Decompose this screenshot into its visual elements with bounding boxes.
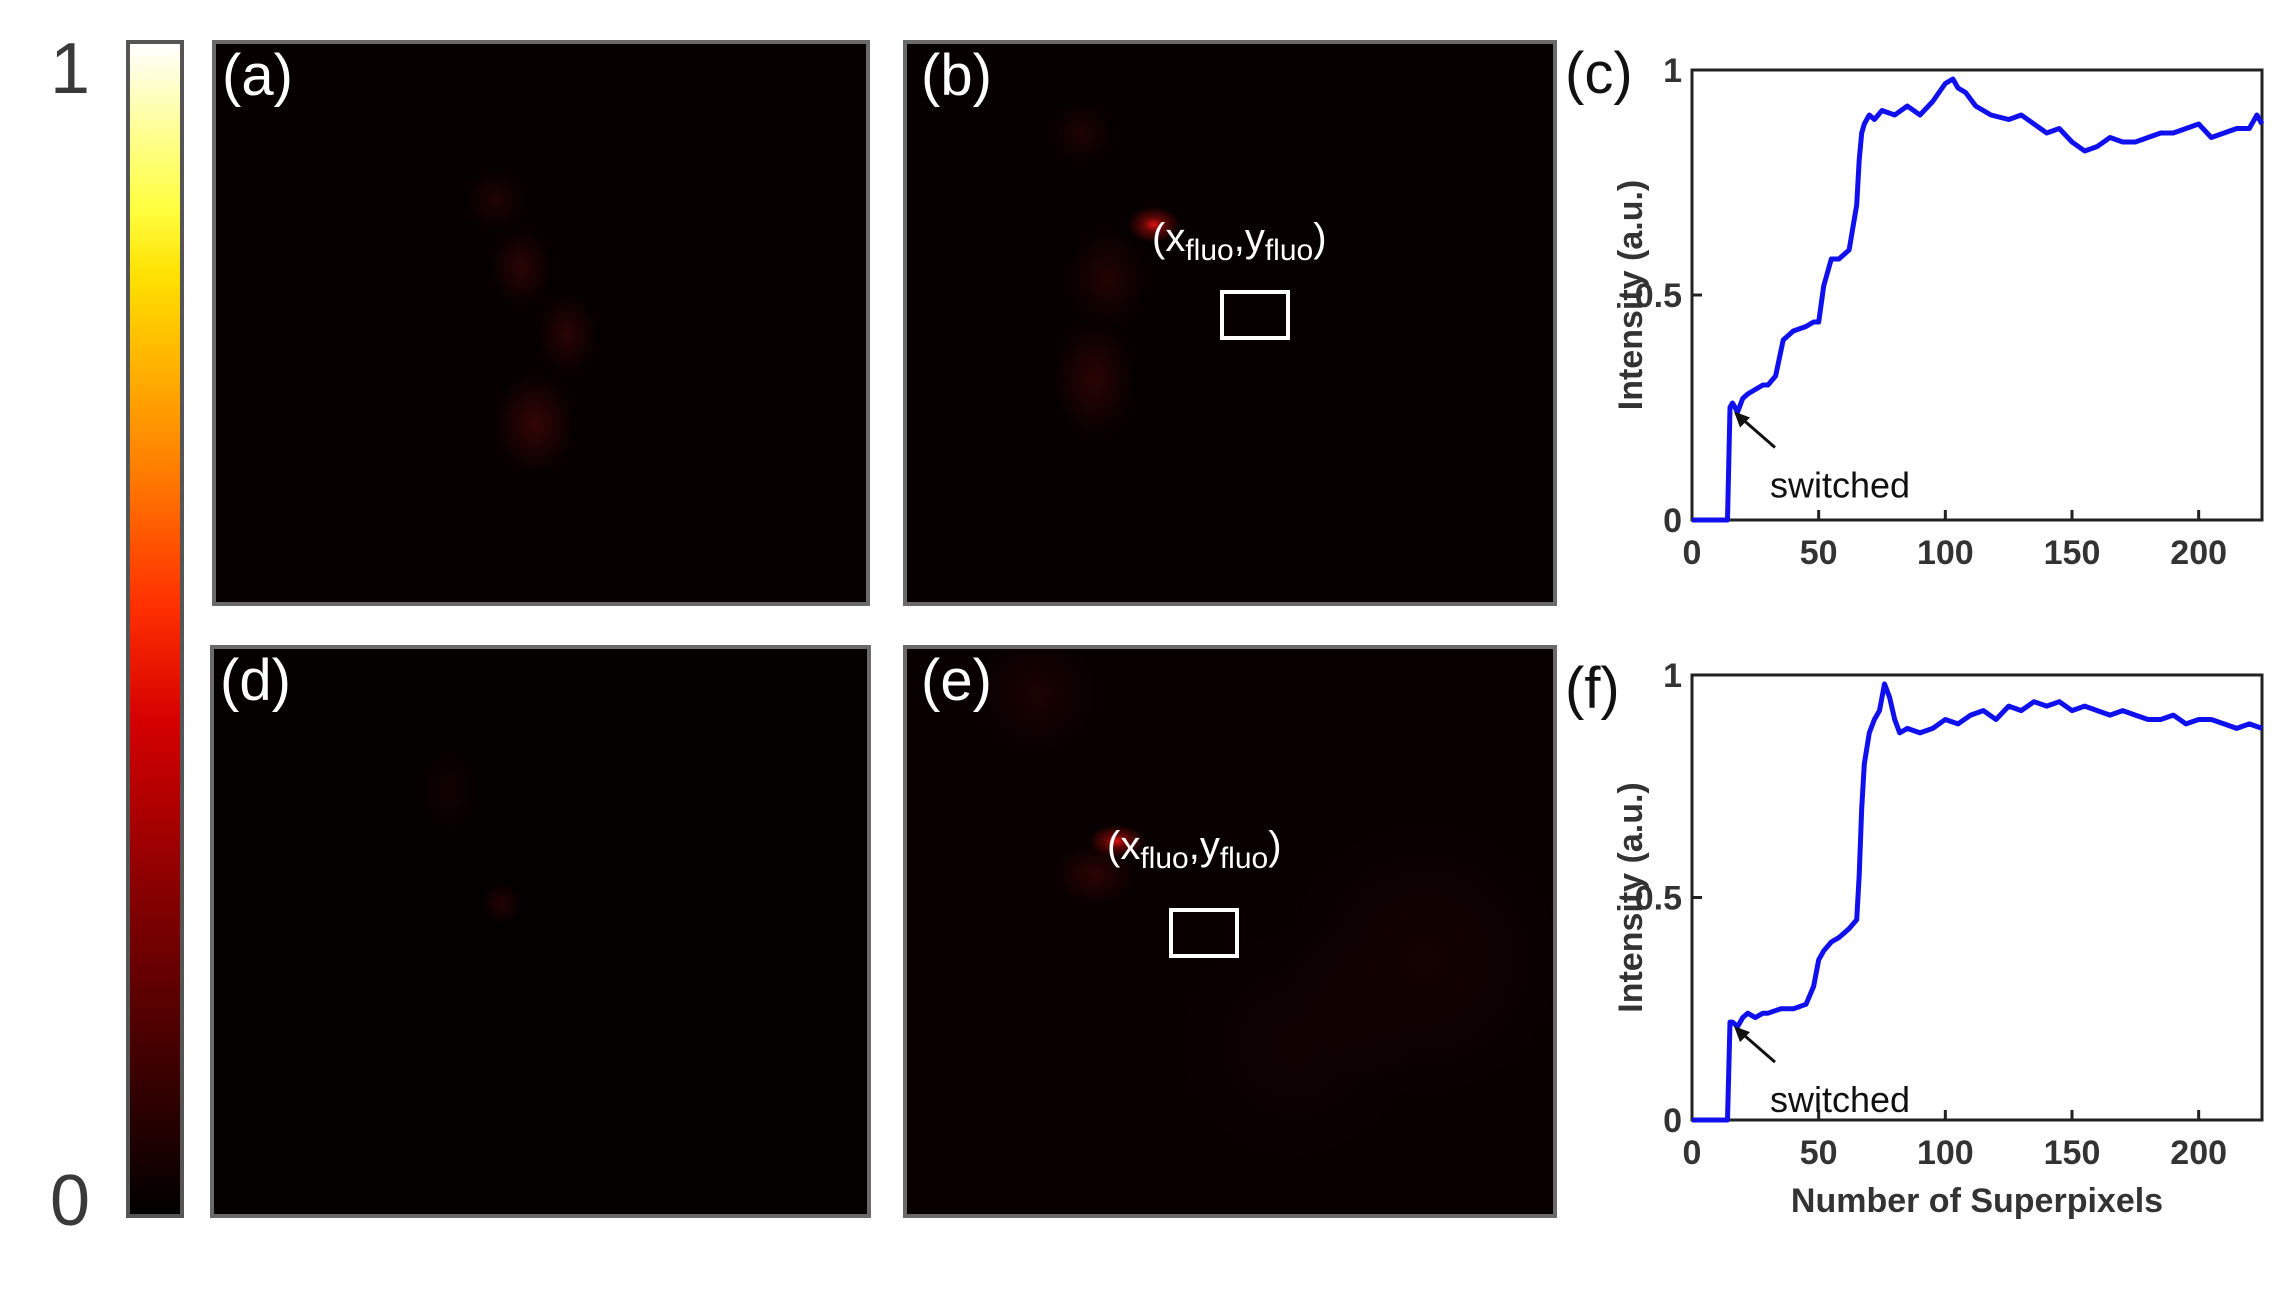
x-tick-label: 50: [1800, 1134, 1838, 1172]
chart-label-c: (c): [1565, 41, 1633, 106]
image-panel-b: (b) (xfluo,yfluo): [903, 40, 1557, 606]
y-axis-label: Intensity (a.u.): [1612, 180, 1650, 410]
y-tick-label: 0: [1663, 502, 1682, 540]
y-tick-label: 1: [1663, 657, 1682, 695]
coord-x: x: [1165, 216, 1186, 260]
roi-box: [1220, 290, 1290, 340]
coord-y: y: [1244, 216, 1265, 260]
y-tick-label: 0.5: [1635, 277, 1682, 315]
x-tick-label: 150: [2044, 534, 2101, 572]
y-tick-label: 1: [1663, 52, 1682, 90]
y-tick-label: 0.5: [1635, 880, 1682, 918]
image-panel-a: (a): [212, 40, 870, 606]
roi-box-e: [1169, 908, 1239, 958]
image-panel-d: (d): [210, 645, 871, 1218]
intensity-line: [1692, 76, 2265, 523]
coord-x: x: [1120, 824, 1141, 868]
coord-y-sub: fluo: [1264, 234, 1314, 267]
colorbar-max-label: 1: [50, 29, 91, 109]
colorbar: [126, 40, 184, 1218]
x-tick-label: 200: [2170, 1134, 2227, 1172]
x-tick-label: 100: [1917, 1134, 1974, 1172]
plot-frame: [1690, 68, 2264, 522]
coord-y: y: [1199, 824, 1220, 868]
y-axis-label: Intensity (a.u.): [1612, 782, 1650, 1012]
x-tick-label: 100: [1917, 534, 1974, 572]
chart-label-f: (f): [1565, 656, 1620, 721]
panel-label-e: (e): [921, 648, 992, 713]
coord-x-sub: fluo: [1140, 842, 1189, 875]
annotation-arrowhead: [1734, 1026, 1750, 1043]
panel-label-d: (d): [220, 648, 291, 713]
switched-annotation: switched: [1770, 1079, 1910, 1120]
chart-f: 0 50 100 150 200 0 0.5 1 Intensity (a.u.) Number …: [1612, 657, 2264, 1220]
colorbar-min-label: 0: [50, 1161, 91, 1241]
x-tick-label: 200: [2170, 534, 2227, 572]
panel-label-b: (b): [921, 43, 992, 108]
switched-annotation: switched: [1770, 465, 1910, 506]
coord-x-sub: fluo: [1185, 234, 1234, 267]
intensity-line: [1692, 681, 2263, 1123]
fluo-coordinate-label: (xfluo,yfluo): [1152, 216, 1327, 267]
x-tick-label: 50: [1800, 534, 1838, 572]
y-tick-label: 0: [1663, 1102, 1682, 1140]
x-tick-label: 150: [2044, 1134, 2101, 1172]
chart-c: 0 50 100 150 200 0 0.5 1 Intensity (a.u.) switche…: [1612, 52, 2265, 572]
fluo-coordinate-label-e: (xfluo,yfluo): [1107, 824, 1282, 875]
panel-label-a: (a): [222, 43, 293, 108]
x-axis-label: Number of Superpixels: [1791, 1182, 2163, 1220]
plot-frame: [1690, 673, 2264, 1122]
annotation-arrowhead: [1734, 411, 1750, 428]
x-tick-label: 0: [1683, 534, 1702, 572]
image-panel-e: (e) (xfluo,yfluo): [903, 645, 1557, 1218]
coord-y-sub: fluo: [1219, 842, 1269, 875]
x-tick-label: 0: [1683, 1134, 1702, 1172]
